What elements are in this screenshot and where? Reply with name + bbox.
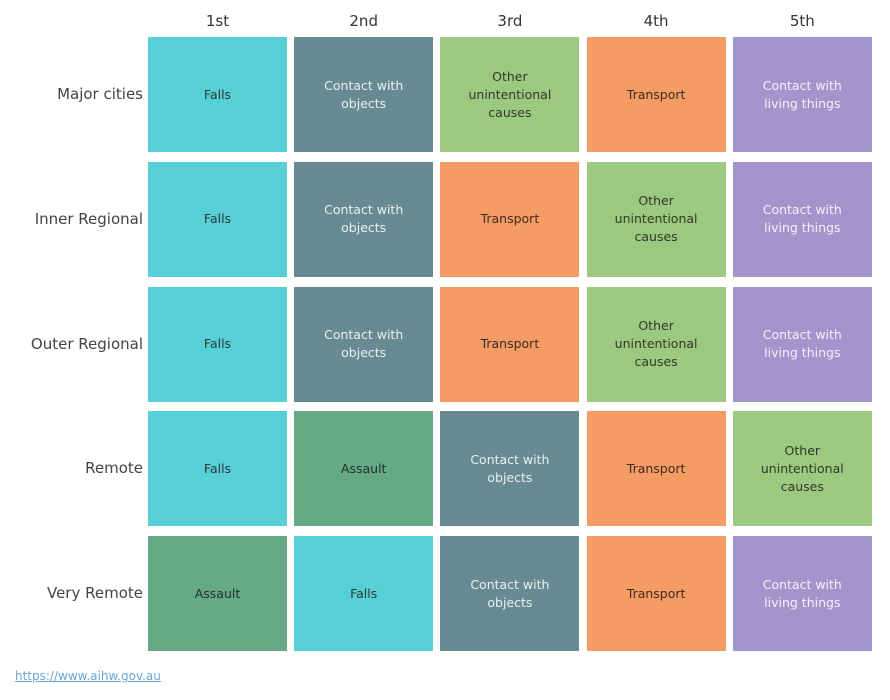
column-header: 5th [789,12,815,30]
column-header: 4th [643,12,669,30]
column-header: 2nd [349,12,378,30]
cause-cell: Transport [440,161,580,277]
cause-cell: Contact with living things [732,286,872,402]
cause-cell: Contact with objects [294,286,434,402]
cause-cell: Other unintentional causes [732,411,872,527]
cause-cell: Assault [148,536,287,652]
cause-cell: Transport [586,37,726,152]
cause-cell: Contact with objects [440,536,580,652]
row-label: Remote [85,459,143,478]
cause-cell: Contact with living things [732,37,872,152]
cause-cell: Falls [148,161,287,277]
cause-cell: Falls [148,37,287,152]
cause-cell: Other unintentional causes [586,161,726,277]
cause-cell: Falls [148,411,287,527]
cause-cell: Other unintentional causes [586,286,726,402]
cause-cell: Transport [586,536,726,652]
cause-cell: Contact with objects [294,161,434,277]
row-label: Very Remote [46,584,143,603]
row-label: Outer Regional [30,334,143,353]
cause-cell: Other unintentional causes [440,37,580,152]
column-header: 1st [205,12,230,30]
cause-cell: Contact with living things [732,536,872,652]
row-label: Inner Regional [34,209,143,228]
cause-cell: Contact with objects [440,411,580,527]
column-header: 3rd [497,12,523,30]
cause-cell: Falls [294,536,434,652]
cause-cell: Contact with living things [732,161,872,277]
cause-cell: Transport [586,411,726,527]
cause-cell: Transport [440,286,580,402]
source-link[interactable]: https://www.aihw.gov.au [15,669,161,683]
cause-cell: Falls [148,286,287,402]
row-label: Major cities [57,85,143,103]
cause-cell: Assault [294,411,434,527]
cause-cell: Contact with objects [294,37,434,152]
